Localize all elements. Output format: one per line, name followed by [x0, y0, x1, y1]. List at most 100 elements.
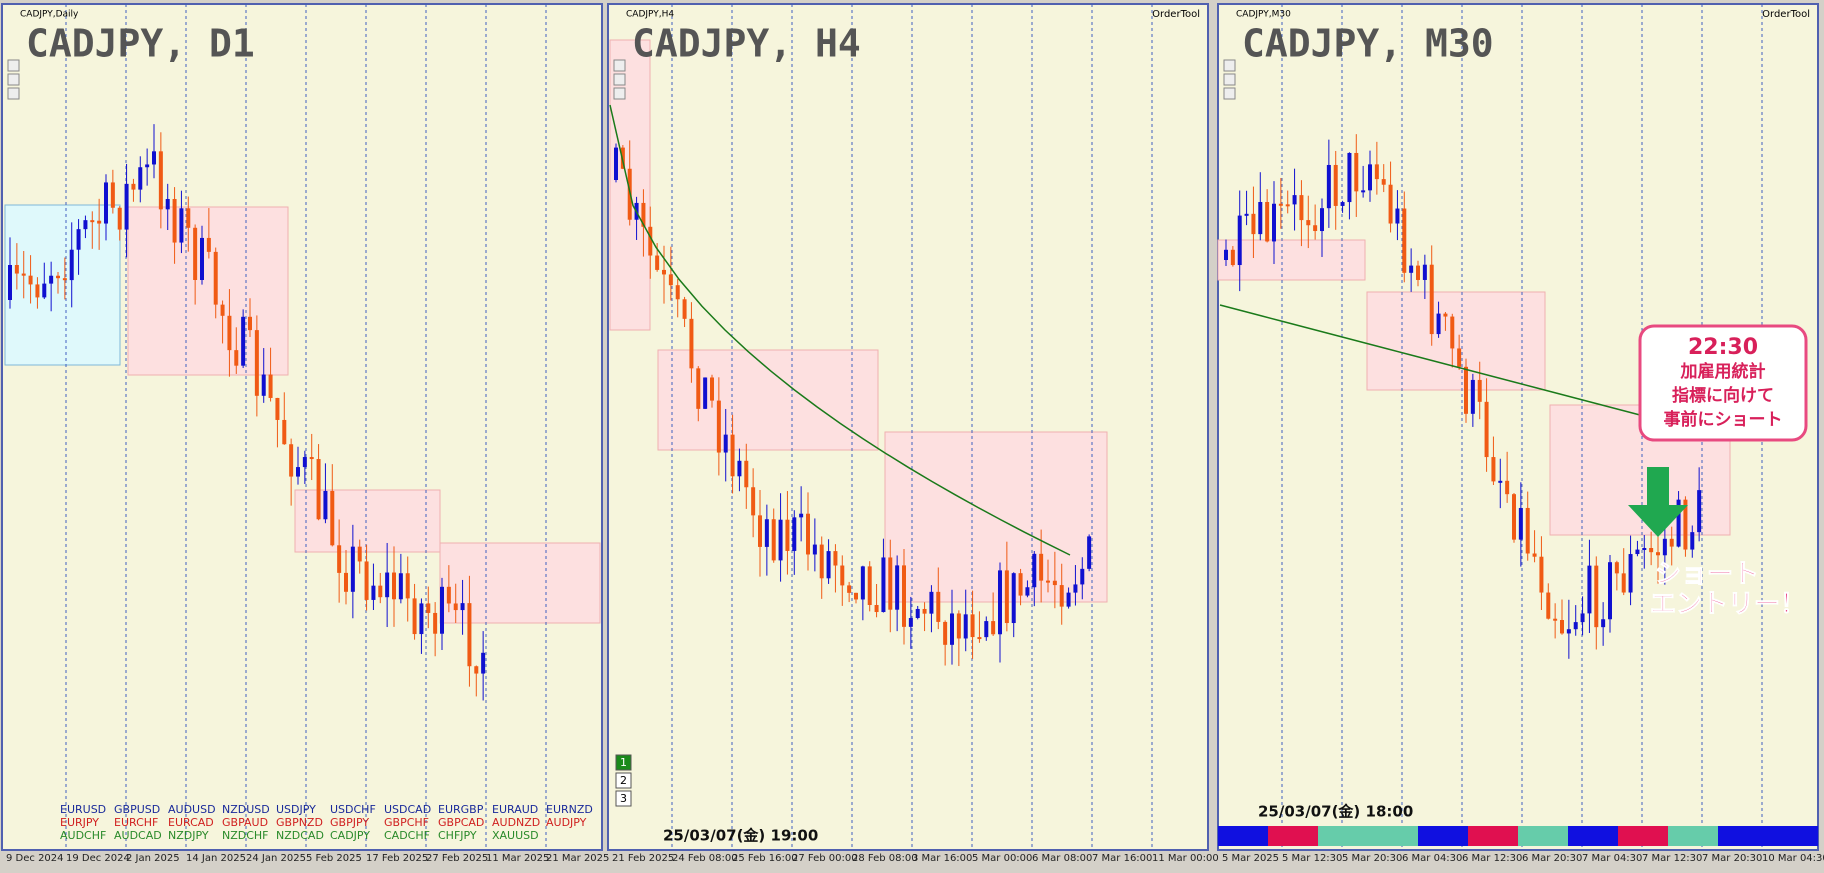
currency-pair[interactable]: GBPCAD	[438, 816, 484, 829]
zone-box	[1366, 291, 1546, 391]
currency-pair[interactable]: AUDCHF	[60, 829, 106, 842]
page-button[interactable]	[615, 790, 632, 807]
zoom-button[interactable]	[613, 73, 626, 86]
zoom-button[interactable]	[7, 87, 20, 100]
currency-pair[interactable]: EURCHF	[114, 816, 158, 829]
currency-pair[interactable]: NZDJPY	[168, 829, 209, 842]
candle	[14, 265, 19, 274]
session-bar	[1418, 826, 1468, 846]
currency-pair[interactable]: EURGBP	[438, 803, 484, 816]
currency-pair[interactable]: EURAUD	[492, 803, 538, 816]
session-bar	[1318, 826, 1368, 846]
x-axis-label: 27 Feb 2025	[426, 853, 488, 864]
currency-pair[interactable]: NZDCHF	[222, 829, 269, 842]
currency-pair[interactable]: AUDNZD	[492, 816, 540, 829]
candle	[385, 572, 390, 598]
candle	[895, 565, 900, 610]
candle	[28, 275, 33, 285]
currency-pair[interactable]: CHFJPY	[438, 829, 477, 842]
currency-pair[interactable]: GBPJPY	[330, 816, 369, 829]
candle	[1416, 265, 1420, 280]
candle	[1443, 313, 1448, 317]
currency-pair[interactable]: GBPNZD	[276, 816, 323, 829]
candle	[97, 220, 102, 224]
currency-pair[interactable]: EURNZD	[546, 803, 593, 816]
candle	[1505, 480, 1510, 495]
candle	[785, 519, 790, 551]
currency-pair[interactable]: AUDCAD	[114, 829, 162, 842]
order-tool[interactable]: OrderTool	[1152, 9, 1200, 20]
page-button[interactable]	[615, 754, 632, 771]
candle	[1272, 203, 1276, 242]
zoom-button[interactable]	[613, 87, 626, 100]
candle	[1395, 208, 1400, 224]
candle	[42, 283, 47, 298]
currency-pair[interactable]: USDJPY	[276, 803, 316, 816]
candle	[330, 490, 335, 546]
candle	[8, 265, 12, 300]
candle	[1292, 195, 1297, 205]
candle	[737, 460, 742, 477]
candle	[316, 459, 321, 520]
candle	[764, 519, 769, 547]
candle	[179, 208, 184, 243]
currency-pair[interactable]: GBPCHF	[384, 816, 429, 829]
order-tool[interactable]: OrderTool	[1762, 9, 1810, 20]
currency-pair[interactable]: GBPAUD	[222, 816, 268, 829]
page-button[interactable]	[615, 772, 632, 789]
candle	[1621, 573, 1626, 593]
x-axis-label: 5 Mar 2025	[1222, 853, 1279, 864]
currency-pair[interactable]: USDCAD	[384, 803, 431, 816]
currency-pair[interactable]: NZDUSD	[222, 803, 270, 816]
candle	[467, 603, 472, 667]
x-axis-label: 7 Mar 04:30	[1582, 853, 1642, 864]
zone-box	[1217, 239, 1366, 281]
currency-pair[interactable]: NZDCAD	[276, 829, 324, 842]
x-axis-label: 10 Mar 04:30	[1762, 853, 1824, 864]
session-bar	[1218, 826, 1268, 846]
candle	[62, 278, 67, 281]
candle	[248, 316, 252, 331]
candle	[860, 566, 865, 600]
symbol-label: CADJPY,M30	[1236, 10, 1291, 20]
candle	[915, 608, 920, 618]
currency-pair[interactable]: EURUSD	[60, 803, 106, 816]
zoom-button[interactable]	[7, 59, 20, 72]
currency-pair[interactable]: EURJPY	[60, 816, 99, 829]
page-button-label: 2	[620, 774, 627, 787]
currency-pair[interactable]: CADJPY	[330, 829, 370, 842]
candle	[758, 515, 762, 547]
x-axis-label: 17 Feb 2025	[366, 853, 428, 864]
chart-title: CADJPY, M30	[1242, 22, 1494, 66]
x-axis-label: 19 Dec 2024	[66, 853, 130, 864]
zoom-button[interactable]	[1223, 73, 1236, 86]
candle	[220, 304, 225, 316]
candle	[1313, 225, 1318, 232]
candle	[392, 572, 396, 600]
chart-panel	[1, 3, 603, 851]
candle	[1429, 264, 1434, 335]
candle	[405, 573, 410, 599]
currency-pair[interactable]: AUDUSD	[168, 803, 216, 816]
currency-pair[interactable]: GBPUSD	[114, 803, 160, 816]
zoom-button[interactable]	[1223, 59, 1236, 72]
candle	[1608, 562, 1612, 620]
x-axis-label: 21 Mar 2025	[546, 853, 609, 864]
zoom-button[interactable]	[1223, 87, 1236, 100]
candle	[799, 513, 804, 518]
zoom-button[interactable]	[613, 59, 626, 72]
currency-pair[interactable]: AUDJPY	[546, 816, 587, 829]
candle	[1656, 552, 1660, 556]
x-axis-label: 3 Mar 16:00	[912, 853, 972, 864]
currency-pair[interactable]: EURCAD	[168, 816, 214, 829]
candle	[1004, 570, 1009, 624]
x-axis-label: 27 Feb 00:00	[792, 853, 858, 864]
zoom-button[interactable]	[7, 73, 20, 86]
currency-pair[interactable]: CADCHF	[384, 829, 430, 842]
currency-pair[interactable]: XAUUSD	[492, 829, 539, 842]
candle	[1230, 249, 1235, 266]
candle	[963, 614, 968, 639]
currency-pair[interactable]: USDCHF	[330, 803, 376, 816]
